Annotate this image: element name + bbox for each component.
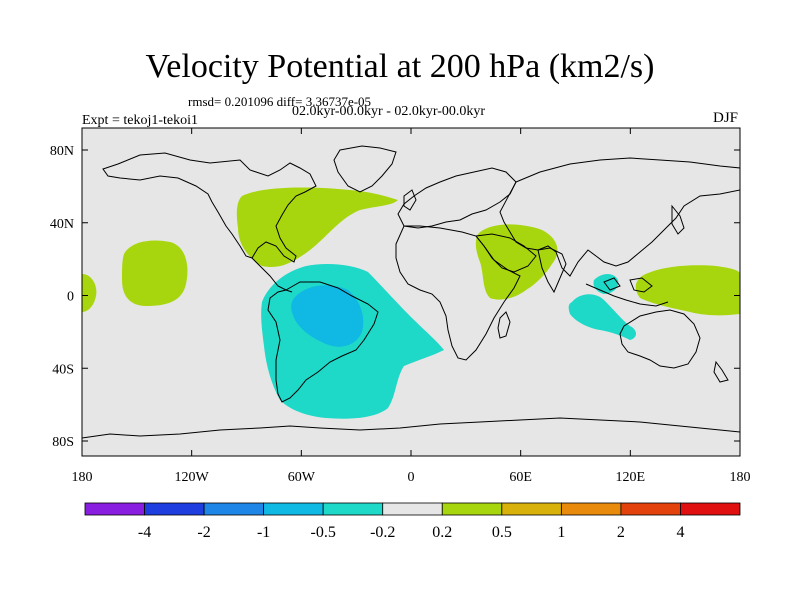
east-pacific-positive-region — [82, 274, 97, 312]
india-coast — [537, 247, 567, 294]
period-label: 02.0kyr-00.0kyr - 02.0kyr-00.0kyr — [292, 104, 486, 119]
asia-coast — [499, 157, 741, 277]
colorbar-label: 1 — [557, 524, 565, 541]
colorbar-swatch — [501, 502, 562, 516]
y-tick-label: 40S — [52, 362, 74, 377]
chart-title: Velocity Potential at 200 hPa (km2/s) — [145, 48, 655, 85]
north-america-coast — [102, 152, 317, 263]
season-label: DJF — [713, 110, 739, 126]
madagascar-coast — [497, 311, 511, 339]
colorbar-label: 2 — [617, 524, 625, 541]
amazon-negative-region — [291, 285, 364, 347]
south-america-coast — [267, 281, 379, 403]
colorbar: -4 -2 -1 -0.5 -0.2 0.2 0.5 1 2 4 — [84, 502, 741, 541]
colorbar-label: -4 — [138, 524, 151, 541]
colorbar-swatch — [263, 502, 324, 516]
africa-arabia-positive-region — [475, 224, 558, 300]
coastlines — [81, 145, 741, 439]
y-tick-label: 40N — [50, 217, 74, 232]
x-tick-label: 120E — [616, 470, 646, 485]
australia-coast — [619, 309, 701, 369]
x-tick-label: 120W — [175, 470, 210, 485]
colorbar-swatch — [441, 502, 503, 516]
colorbar-label: -2 — [197, 524, 210, 541]
map-panel — [81, 127, 741, 457]
x-axis: 180 120W 60W 0 60E 120E 180 — [72, 128, 751, 485]
map-background — [82, 128, 740, 456]
y-tick-label: 80S — [52, 435, 74, 450]
colorbar-swatch — [144, 502, 205, 516]
x-tick-label: 180 — [730, 470, 751, 485]
x-tick-label: 60W — [288, 470, 316, 485]
indonesia-coast — [585, 277, 669, 307]
colorbar-swatch — [560, 502, 622, 516]
greenland-coast — [333, 145, 397, 193]
x-tick-label: 180 — [72, 470, 93, 485]
y-tick-label: 0 — [67, 290, 74, 305]
colorbar-swatch — [382, 502, 443, 516]
arabia-coast — [475, 233, 537, 273]
indian-ocean-negative-region — [568, 294, 636, 340]
colorbar-swatch — [680, 502, 741, 516]
colorbar-swatch — [203, 502, 265, 516]
stats-line: rmsd= 0.201096 diff= 3.36737e-05 — [188, 94, 372, 109]
central-america-coast — [251, 257, 293, 293]
colorbar-label: 4 — [676, 524, 684, 541]
central-pacific-positive-region — [122, 240, 188, 306]
x-tick-label: 0 — [408, 470, 415, 485]
y-tick-label: 80N — [50, 144, 74, 159]
colorbar-label: -0.5 — [311, 524, 336, 541]
new-zealand-coast — [713, 360, 729, 383]
west-pacific-positive-region — [635, 265, 740, 316]
y-axis: 80N 40N 0 40S 80S — [50, 144, 740, 450]
colorbar-label: 0.2 — [432, 524, 452, 541]
japan-coast — [671, 204, 685, 235]
antarctica-coast — [81, 417, 741, 439]
colorbar-swatch — [84, 502, 145, 516]
colorbar-label: 0.5 — [492, 524, 512, 541]
colorbar-swatch — [322, 502, 384, 516]
british-isles-coast — [403, 189, 417, 211]
x-tick-label: 60E — [509, 470, 532, 485]
colorbar-label: -0.2 — [370, 524, 395, 541]
colorbar-swatch — [620, 502, 681, 516]
colorbar-label: -1 — [257, 524, 270, 541]
experiment-label: Expt = tekoj1-tekoi1 — [82, 113, 198, 128]
